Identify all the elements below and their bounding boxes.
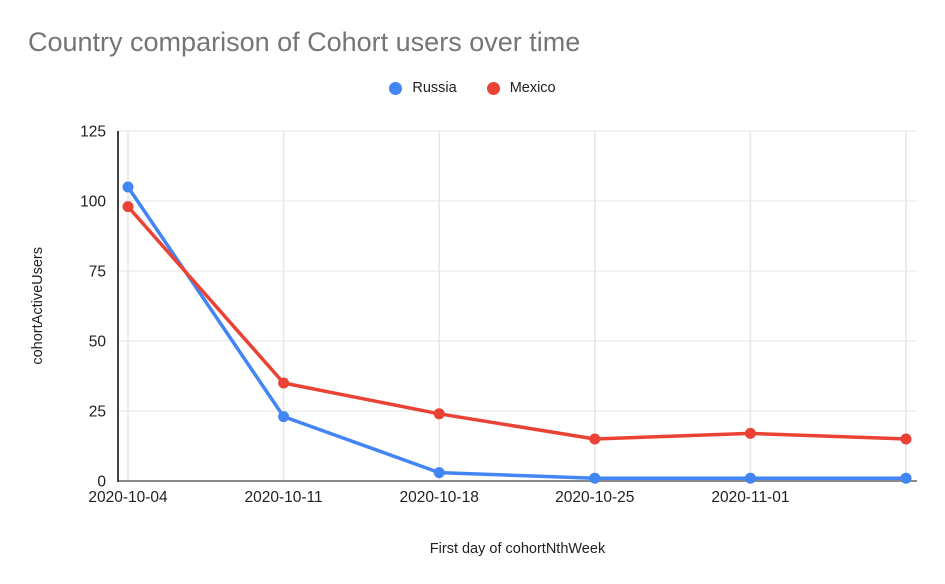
legend-label: Russia (412, 80, 457, 96)
y-tick-label: 125 (80, 124, 106, 141)
y-tick-label: 100 (80, 194, 106, 211)
data-point-mexico (744, 427, 756, 439)
data-point-mexico (900, 433, 912, 445)
x-tick-label: 2020-10-25 (555, 489, 634, 506)
data-point-russia (278, 411, 290, 423)
russia-series-swatch-icon (389, 81, 403, 95)
y-tick-label: 75 (89, 264, 106, 281)
legend-item-mexico[interactable]: Mexico (486, 80, 556, 96)
data-point-russia (744, 472, 756, 484)
y-axis-title: cohortActiveUsers (30, 247, 46, 365)
data-point-mexico (433, 408, 445, 420)
data-point-russia (122, 181, 134, 193)
x-tick-label: 2020-10-04 (88, 489, 168, 506)
x-tick-label: 2020-10-11 (245, 489, 323, 506)
legend-item-russia[interactable]: Russia (389, 80, 457, 96)
data-point-russia (900, 472, 912, 484)
data-point-russia (433, 467, 445, 479)
data-point-mexico (122, 201, 134, 213)
mexico-series-swatch-icon (486, 81, 500, 95)
y-tick-label: 50 (89, 334, 107, 351)
y-tick-label: 0 (97, 474, 106, 491)
chart-title: Country comparison of Cohort users over … (28, 27, 581, 57)
x-tick-label: 2020-10-18 (400, 489, 479, 506)
series-line-mexico (126, 204, 908, 441)
legend-label: Mexico (509, 80, 556, 96)
data-point-russia (589, 472, 601, 484)
x-tick-label: 2020-11-01 (711, 489, 789, 506)
data-point-mexico (278, 377, 290, 389)
x-axis-title: First day of cohortNthWeek (429, 541, 606, 557)
data-point-mexico (589, 433, 601, 445)
series-line-russia (126, 185, 908, 480)
chart-legend: Russia Mexico (0, 77, 945, 99)
y-tick-label: 25 (89, 404, 106, 421)
